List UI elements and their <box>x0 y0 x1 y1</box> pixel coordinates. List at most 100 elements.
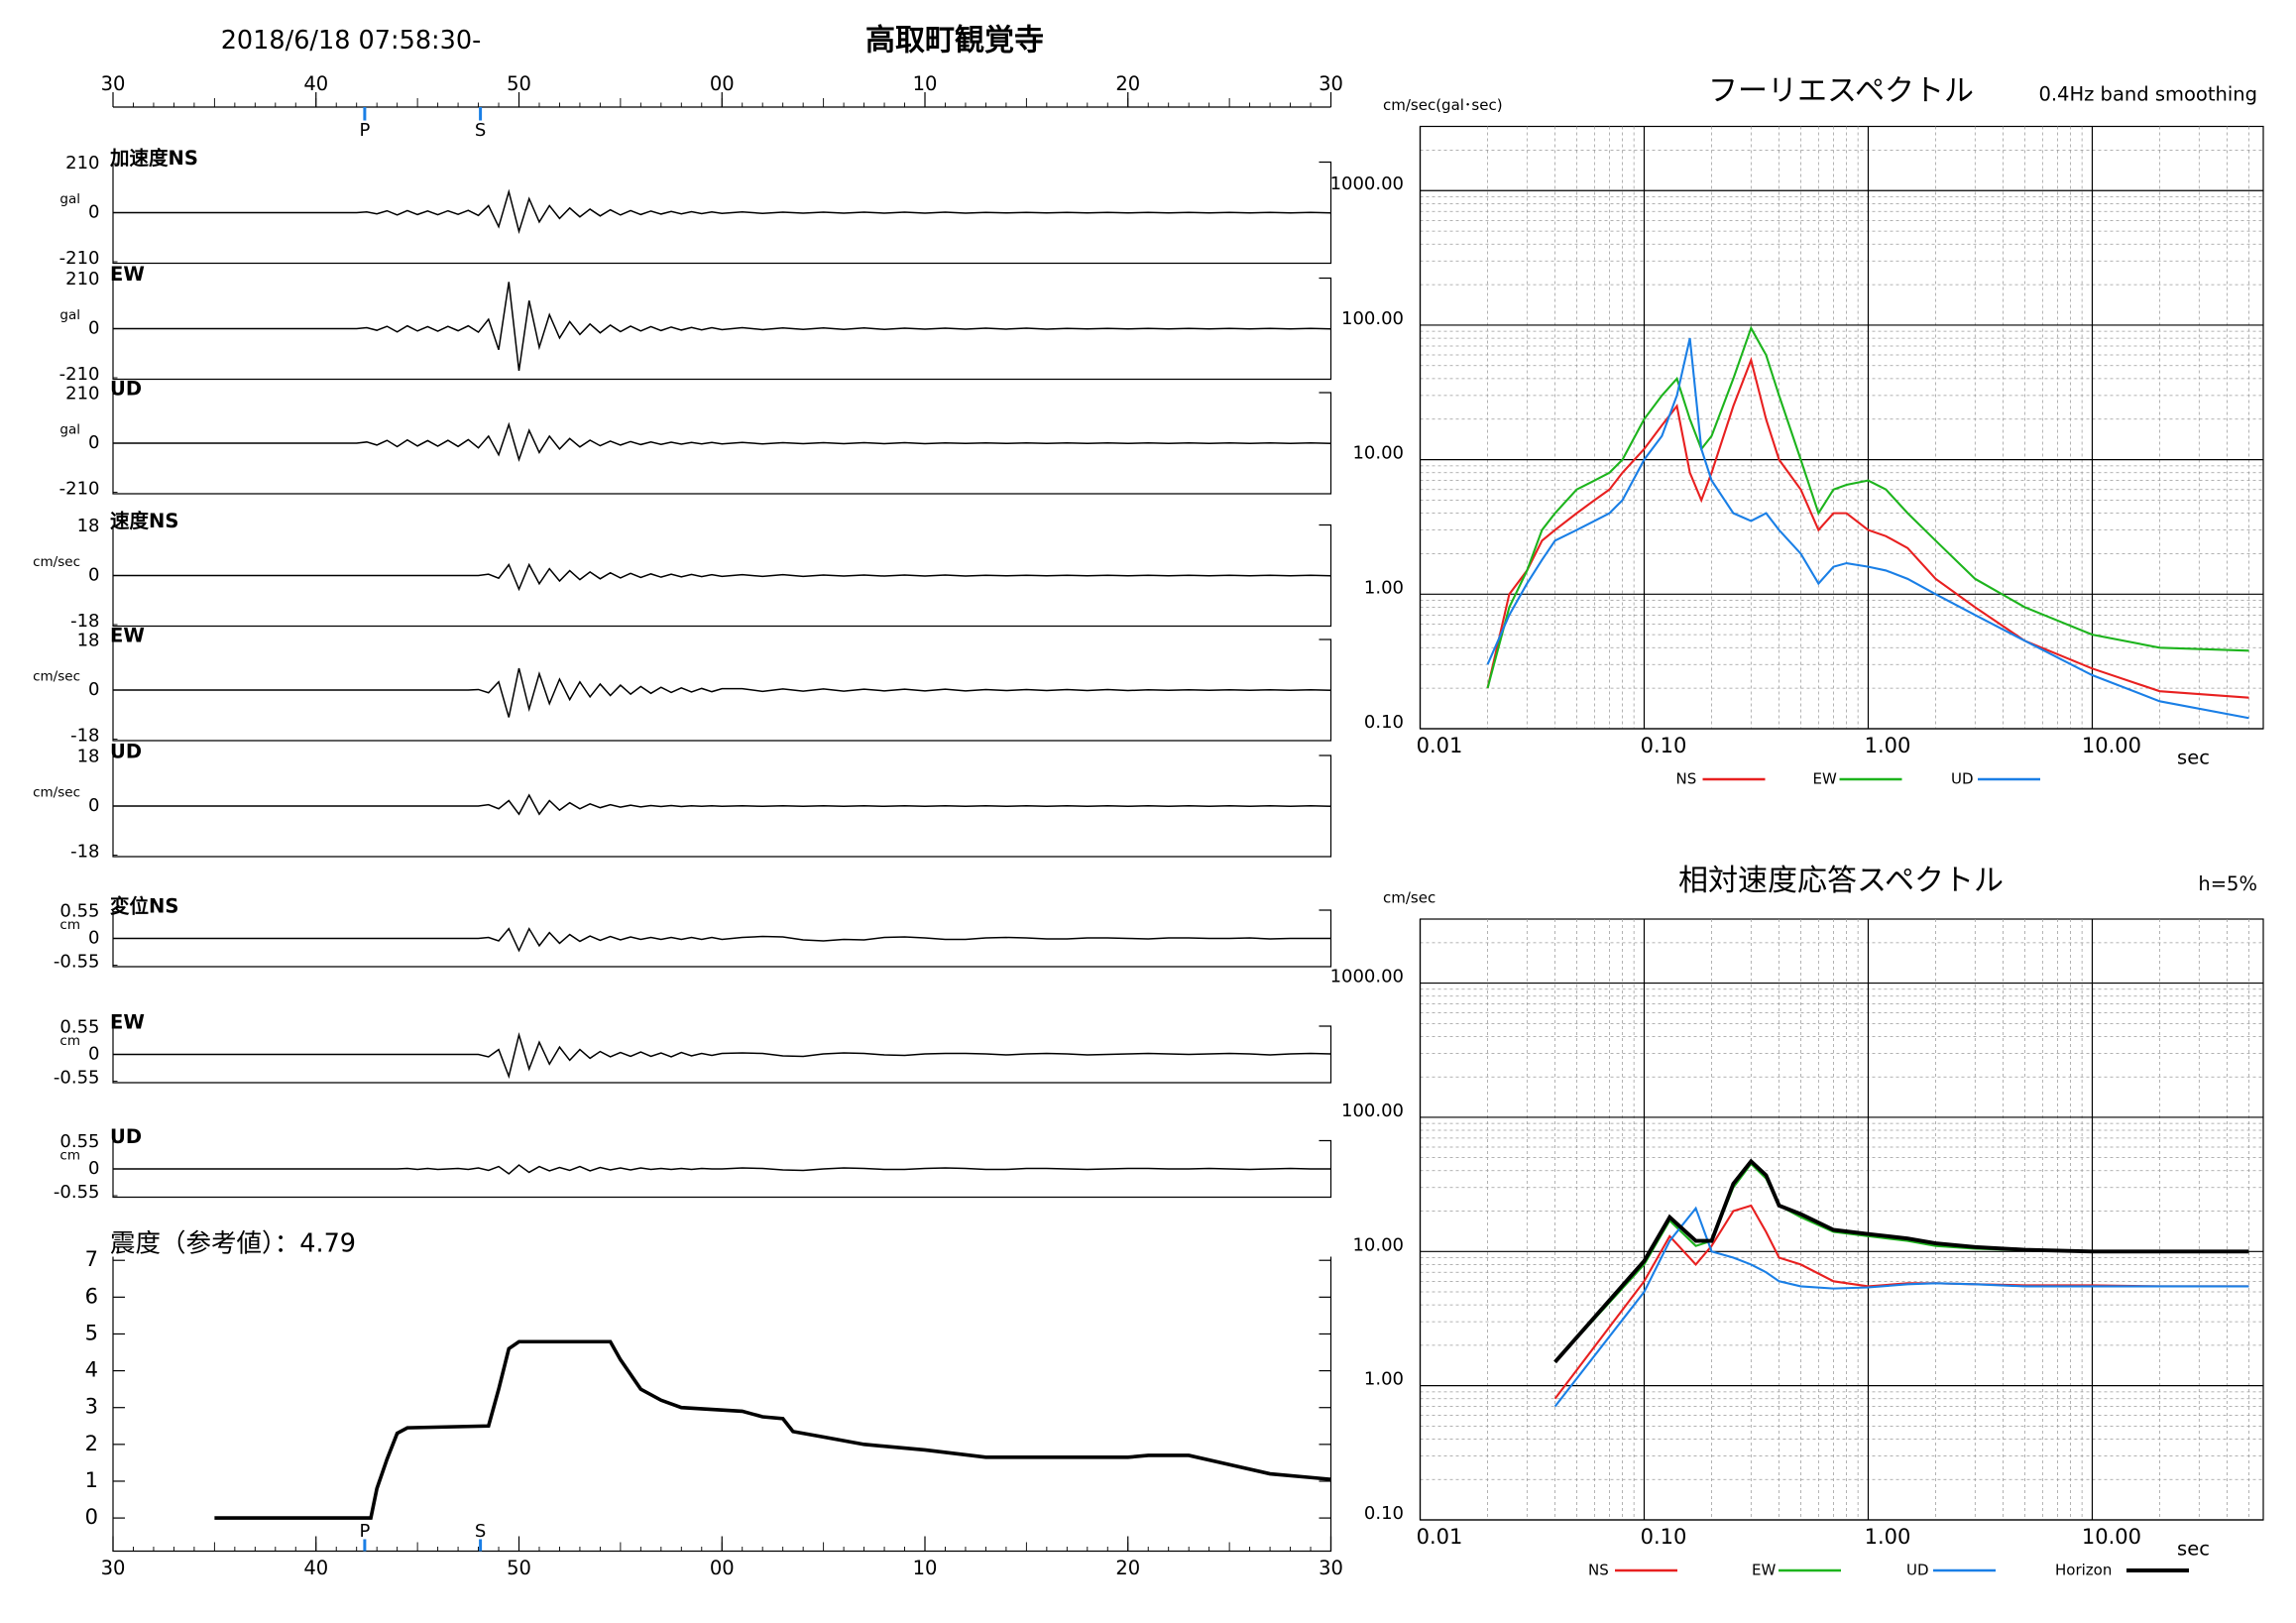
x-tick-label: 50 <box>507 1557 531 1579</box>
y-tick-label: 1000.00 <box>1330 967 1404 987</box>
x-tick-label: 20 <box>1115 72 1140 95</box>
y-tick-label: 0.10 <box>1364 1503 1404 1524</box>
spectrum-line <box>1553 1204 2249 1400</box>
spectrum-line <box>1486 356 2249 699</box>
x-tick-label: 00 <box>710 1557 735 1579</box>
y-axis-label: cm/sec(gal･sec) <box>1383 96 1503 114</box>
y-tick-label: 100.00 <box>1341 1101 1404 1121</box>
legend-label: Horizon <box>2055 1562 2112 1579</box>
chart-title: フーリエスペクトル <box>1708 74 1974 109</box>
panel-label: UD <box>110 1125 142 1148</box>
x-tick-label: 0.01 <box>1417 1525 1463 1549</box>
x-tick-label: 1.00 <box>1865 734 1911 757</box>
y-tick-label: 0.55 <box>59 901 99 922</box>
y-tick-label: 210 <box>65 153 99 174</box>
x-tick-label: 0.01 <box>1417 734 1463 757</box>
panel-label: EW <box>110 263 145 286</box>
waveform <box>113 927 1331 953</box>
y-tick-label: 18 <box>77 516 100 536</box>
chart-note: h=5% <box>2198 872 2257 895</box>
y-tick-label: 0 <box>88 928 99 949</box>
panel-unit: cm <box>59 1148 80 1164</box>
plot-frame <box>112 1256 1332 1553</box>
panel-frame <box>112 161 1332 265</box>
y-tick-label: 0 <box>88 795 99 816</box>
panel-unit: gal <box>59 422 80 438</box>
y-tick-label: 0.10 <box>1364 712 1404 733</box>
y-tick-label: 210 <box>65 269 99 290</box>
plot-frame <box>1419 918 2264 1521</box>
panel-unit: cm/sec <box>33 669 80 685</box>
waveform <box>113 1164 1331 1175</box>
y-tick-label: -0.55 <box>54 1068 100 1089</box>
y-tick-label: 18 <box>77 631 100 651</box>
panel-frame <box>112 1139 1332 1199</box>
panel-unit: cm/sec <box>33 554 80 570</box>
panel-frame <box>112 523 1332 628</box>
waveform <box>113 421 1331 462</box>
y-tick-label: -18 <box>70 726 99 747</box>
waveform <box>113 562 1331 592</box>
y-tick-label: 2 <box>85 1432 98 1455</box>
y-tick-label: 5 <box>85 1321 98 1344</box>
x-tick-label: 30 <box>1319 1557 1343 1579</box>
waveform <box>113 188 1331 235</box>
x-tick-label: 20 <box>1115 1557 1140 1579</box>
x-tick-label: 30 <box>1319 72 1343 95</box>
panel-label: 加速度NS <box>109 147 198 170</box>
legend-label: NS <box>1588 1562 1609 1579</box>
y-tick-label: 1 <box>85 1468 98 1492</box>
legend-label: EW <box>1752 1562 1776 1579</box>
panel-label: 速度NS <box>110 510 178 532</box>
legend-label: UD <box>1951 770 1974 788</box>
panel-unit: cm <box>59 1033 80 1049</box>
panel-frame <box>112 1025 1332 1084</box>
spectrum-line <box>1553 1206 2249 1408</box>
x-tick-label: 40 <box>303 1557 328 1579</box>
y-tick-label: 100.00 <box>1341 308 1404 329</box>
x-tick-label: 30 <box>101 1557 126 1579</box>
x-tick-label: 10.00 <box>2082 734 2141 757</box>
waveform <box>113 1032 1331 1080</box>
panel-frame <box>112 277 1332 381</box>
y-tick-label: 0 <box>88 318 99 339</box>
y-tick-label: 0 <box>88 565 99 586</box>
y-tick-label: -0.55 <box>54 1182 100 1203</box>
chart-title: 高取町観覚寺 <box>865 24 1044 58</box>
y-tick-label: 0 <box>88 202 99 223</box>
phase-label: P <box>359 1521 370 1542</box>
y-tick-label: -0.55 <box>54 952 100 973</box>
y-tick-label: -18 <box>70 842 99 863</box>
chart-subtitle: 2018/6/18 07:58:30- <box>221 26 482 56</box>
chart-title: 相対速度応答スペクトル <box>1678 864 2004 898</box>
x-tick-label: 1.00 <box>1865 1525 1911 1549</box>
x-tick-label: 0.10 <box>1641 734 1687 757</box>
x-tick-label: 00 <box>710 72 735 95</box>
y-tick-label: 210 <box>65 384 99 405</box>
y-tick-label: 10.00 <box>1352 1234 1404 1255</box>
waveform <box>113 793 1331 816</box>
y-tick-label: 1.00 <box>1364 1369 1404 1390</box>
legend-label: UD <box>1906 1562 1929 1579</box>
y-tick-label: 0 <box>88 679 99 700</box>
y-tick-label: 1000.00 <box>1330 174 1404 194</box>
intensity-line <box>214 1339 1331 1520</box>
panel-unit: gal <box>59 307 80 323</box>
plot-frame <box>1419 125 2264 730</box>
y-tick-label: -210 <box>59 248 100 269</box>
legend-label: EW <box>1813 770 1837 788</box>
x-tick-label: 30 <box>101 72 126 95</box>
waveform <box>113 667 1331 718</box>
y-tick-label: 7 <box>85 1247 98 1271</box>
phase-label: P <box>359 120 370 141</box>
panel-label: 変位NS <box>110 895 178 918</box>
y-tick-label: 1.00 <box>1364 577 1404 598</box>
y-tick-label: 0 <box>88 1158 99 1179</box>
phase-label: S <box>475 1521 486 1542</box>
phase-label: S <box>475 120 486 141</box>
y-tick-label: -210 <box>59 479 100 500</box>
y-tick-label: 3 <box>85 1395 98 1419</box>
y-tick-label: -210 <box>59 364 100 385</box>
